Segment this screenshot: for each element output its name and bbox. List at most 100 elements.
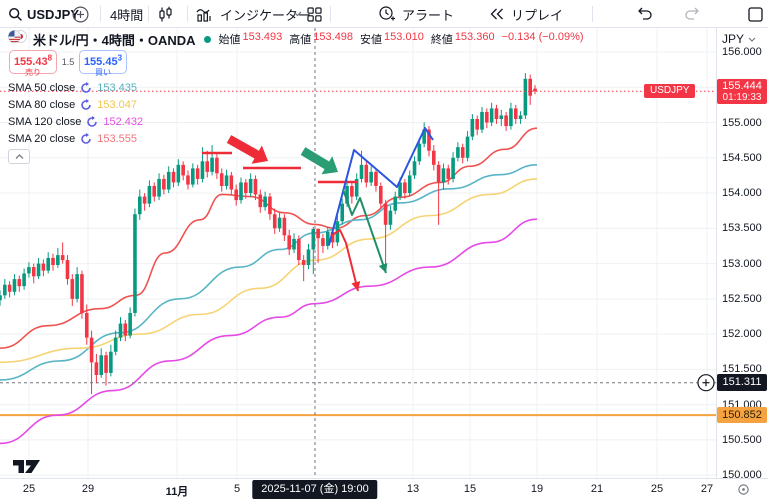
candle bbox=[340, 203, 345, 222]
buy-button[interactable]: 155.453 買い bbox=[79, 50, 127, 77]
ohlc-values: 始値 153.493 高値 153.498 安値 153.010 終値 153.360 … bbox=[219, 31, 584, 47]
hline-price-label[interactable]: 150.852 bbox=[717, 407, 767, 424]
candle bbox=[113, 337, 118, 352]
price-tick-label: 154.500 bbox=[722, 151, 762, 164]
candle bbox=[350, 185, 354, 197]
drawn-zigzag-arrowhead bbox=[351, 281, 361, 291]
current-price-label[interactable]: 155.444 01:19:33 bbox=[717, 79, 767, 105]
candle bbox=[219, 173, 224, 186]
candle bbox=[84, 312, 89, 338]
symbol-info-row: 米ドル/円・4時間・OANDA 始値 153.493 高値 153.498 安値 15… bbox=[8, 30, 584, 48]
interval-button[interactable]: 4時間 bbox=[110, 7, 144, 23]
candle bbox=[417, 143, 422, 162]
alert-button[interactable]: アラート bbox=[402, 7, 455, 23]
candle bbox=[364, 164, 369, 183]
candle bbox=[504, 115, 508, 127]
candle bbox=[480, 111, 484, 130]
panel-toggle-icon[interactable] bbox=[748, 0, 763, 28]
indicators-button[interactable]: インジケーター bbox=[220, 7, 312, 23]
crosshair-time-label: 2025-11-07 (金) 19:00 bbox=[252, 480, 378, 499]
legend-row[interactable]: SMA 20 close 153.555 bbox=[8, 130, 143, 147]
legend-row[interactable]: SMA 50 close 153.435 bbox=[8, 79, 143, 96]
sma-line-sma-120 bbox=[0, 218, 538, 445]
candle bbox=[446, 168, 451, 179]
sell-button[interactable]: 155.438 売り bbox=[9, 50, 57, 77]
candle bbox=[7, 284, 12, 292]
replay-button[interactable]: リプレイ bbox=[511, 7, 564, 23]
instrument-flags-icon bbox=[8, 29, 27, 49]
candle bbox=[398, 182, 402, 197]
candle bbox=[427, 129, 431, 151]
legend-row[interactable]: SMA 80 close 153.047 bbox=[8, 96, 143, 113]
symbol-search-button[interactable]: USDJPY bbox=[27, 6, 80, 22]
candle bbox=[65, 260, 70, 280]
low-label: 安値 bbox=[360, 34, 383, 46]
time-tick-label: 25 bbox=[22, 483, 36, 495]
legend-collapse-button[interactable] bbox=[8, 149, 30, 164]
chevron-down-icon[interactable] bbox=[293, 0, 302, 28]
candle bbox=[509, 108, 513, 127]
axis-settings-gear-icon[interactable] bbox=[737, 483, 750, 501]
price-tick-label: 153.500 bbox=[722, 222, 762, 235]
time-tick-label: 11月 bbox=[165, 486, 189, 498]
currency-label: JPY bbox=[722, 32, 745, 46]
candle bbox=[287, 235, 291, 250]
indicator-value: 153.435 bbox=[97, 81, 138, 94]
time-tick-label: 29 bbox=[81, 483, 95, 495]
compare-add-icon[interactable] bbox=[72, 0, 89, 28]
currency-selector[interactable]: JPY bbox=[722, 32, 756, 46]
candle bbox=[412, 161, 417, 176]
candle bbox=[475, 118, 479, 130]
tradingview-logo[interactable] bbox=[12, 456, 42, 480]
candle bbox=[277, 217, 282, 229]
high-value: 153.498 bbox=[313, 31, 354, 43]
candle bbox=[75, 274, 79, 299]
time-tick-label: 25 bbox=[650, 483, 664, 495]
open-label: 始値 bbox=[218, 34, 241, 46]
candle bbox=[195, 168, 200, 179]
layout-grid-icon[interactable] bbox=[307, 0, 322, 28]
candle bbox=[234, 189, 238, 201]
search-icon[interactable] bbox=[8, 0, 23, 28]
candle bbox=[253, 178, 258, 195]
price-axis[interactable]: JPY 156.000155.500155.000154.500154.0001… bbox=[717, 28, 768, 481]
alert-clock-icon[interactable] bbox=[378, 0, 396, 28]
high-label: 高値 bbox=[289, 34, 312, 46]
candle bbox=[388, 210, 393, 225]
candle bbox=[36, 263, 41, 277]
candle bbox=[494, 108, 499, 119]
legend-row[interactable]: SMA 120 close 152.432 bbox=[8, 113, 143, 130]
candle bbox=[383, 203, 388, 225]
candle bbox=[518, 115, 523, 119]
time-axis-border bbox=[0, 478, 768, 479]
replay-icon[interactable] bbox=[489, 0, 505, 28]
candle bbox=[215, 157, 219, 174]
add-alert-plus-button[interactable] bbox=[697, 374, 715, 392]
candle bbox=[311, 229, 316, 250]
candle bbox=[359, 164, 364, 179]
candle bbox=[41, 263, 46, 271]
candle bbox=[70, 279, 75, 299]
candle bbox=[456, 147, 460, 158]
chart-style-candles-icon[interactable] bbox=[157, 0, 174, 28]
candle bbox=[224, 175, 229, 186]
candle bbox=[142, 196, 147, 204]
indicators-icon[interactable] bbox=[196, 0, 215, 28]
candle bbox=[133, 214, 137, 313]
candle bbox=[393, 196, 398, 211]
toolbar-divider bbox=[592, 6, 593, 22]
candle bbox=[22, 273, 26, 287]
price-tick-label: 155.000 bbox=[722, 116, 762, 129]
indicator-label: SMA 20 close bbox=[8, 132, 76, 145]
candle bbox=[51, 257, 55, 265]
candle bbox=[176, 164, 181, 183]
time-axis[interactable]: 25 29 11月 5 13 15 19 21 25 27 2025-11-07 (金) 19:00 bbox=[0, 479, 768, 502]
undo-icon[interactable] bbox=[636, 0, 653, 28]
time-tick-label: 5 bbox=[233, 483, 241, 495]
candle bbox=[528, 78, 532, 96]
redo-icon[interactable] bbox=[684, 0, 701, 28]
symbol-title[interactable]: 米ドル/円・4時間・OANDA bbox=[33, 32, 196, 48]
price-line-symbol-tag: USDJPY bbox=[644, 84, 696, 99]
candle bbox=[210, 157, 214, 172]
